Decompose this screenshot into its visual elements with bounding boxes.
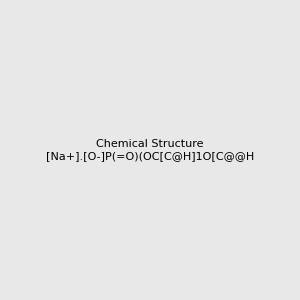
Text: Chemical Structure
[Na+].[O-]P(=O)(OC[C@H]1O[C@@H: Chemical Structure [Na+].[O-]P(=O)(OC[C@… — [46, 139, 254, 161]
